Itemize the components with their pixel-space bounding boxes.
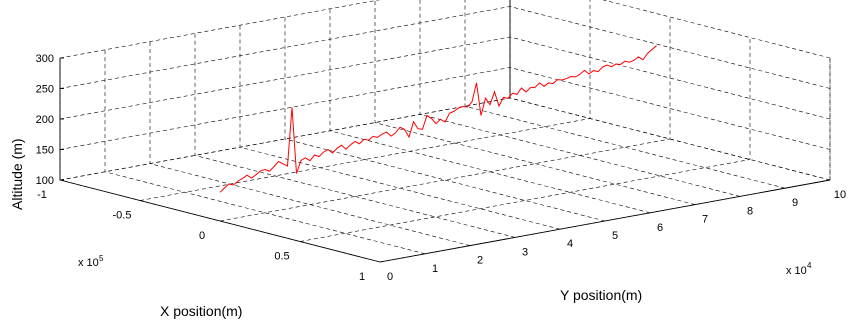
y-multiplier: x 10 4 <box>786 261 812 277</box>
svg-text:4: 4 <box>807 261 812 270</box>
y-tick-label: 6 <box>657 222 663 234</box>
z-tick-label: 300 <box>36 53 54 65</box>
grid-line <box>104 49 426 255</box>
svg-text:x 10: x 10 <box>78 257 99 269</box>
x-tick-label: 1 <box>359 271 365 283</box>
svg-text:5: 5 <box>99 254 104 263</box>
y-tick-label: 8 <box>747 205 753 217</box>
z-tick-label: 200 <box>36 114 54 126</box>
grid-line <box>59 36 831 120</box>
grid-line <box>329 8 651 214</box>
grid-line <box>139 0 591 201</box>
grid-lines <box>59 0 831 263</box>
grid-line <box>379 58 831 263</box>
y-tick-label: 4 <box>567 238 573 250</box>
grid-line <box>59 0 831 59</box>
y-tick-label: 0 <box>387 271 393 283</box>
grid-line <box>59 97 831 181</box>
z-tick-label: 100 <box>36 175 54 187</box>
y-tick-label: 7 <box>702 214 708 226</box>
grid-line <box>299 37 751 242</box>
y-tick-label: 10 <box>834 189 846 201</box>
y-tick-label: 5 <box>612 230 618 242</box>
z-tick-label: 150 <box>36 145 54 157</box>
x-axis-label: X position(m) <box>160 303 242 319</box>
svg-text:x 10: x 10 <box>786 265 807 277</box>
x-multiplier: x 10 5 <box>78 254 104 269</box>
x-tick-labels: -1 -0.5 0 0.5 1 <box>37 189 365 283</box>
y-tick-label: 9 <box>792 197 798 209</box>
x-tick-label: -0.5 <box>113 210 132 222</box>
grid-line <box>419 0 741 197</box>
x-axis <box>59 179 381 263</box>
y-tick-label: 3 <box>522 246 528 258</box>
grid-line <box>284 17 606 222</box>
x-tick-label: -1 <box>37 189 47 201</box>
y-axis <box>379 179 831 263</box>
y-axis-label: Y position(m) <box>560 287 642 303</box>
grid-line <box>59 58 381 263</box>
z-axis-label: Altitude (m) <box>9 138 25 210</box>
z-tick-labels: 100 150 200 250 300 <box>36 53 64 187</box>
grid-line <box>374 0 696 205</box>
x-tick-label: 0.5 <box>274 251 289 263</box>
grid-line <box>59 67 831 150</box>
grid-line <box>464 0 786 189</box>
y-tick-labels: 0 1 2 3 4 5 6 7 8 9 10 <box>387 189 846 283</box>
y-tick-label: 1 <box>432 263 438 275</box>
grid-line <box>194 33 516 238</box>
y-tick-label: 2 <box>477 255 483 267</box>
grid-line <box>59 6 831 89</box>
x-tick-label: 0 <box>199 230 205 242</box>
data-line-series-1 <box>219 45 657 193</box>
z-tick-label: 250 <box>36 84 54 96</box>
grid-line <box>219 17 671 222</box>
